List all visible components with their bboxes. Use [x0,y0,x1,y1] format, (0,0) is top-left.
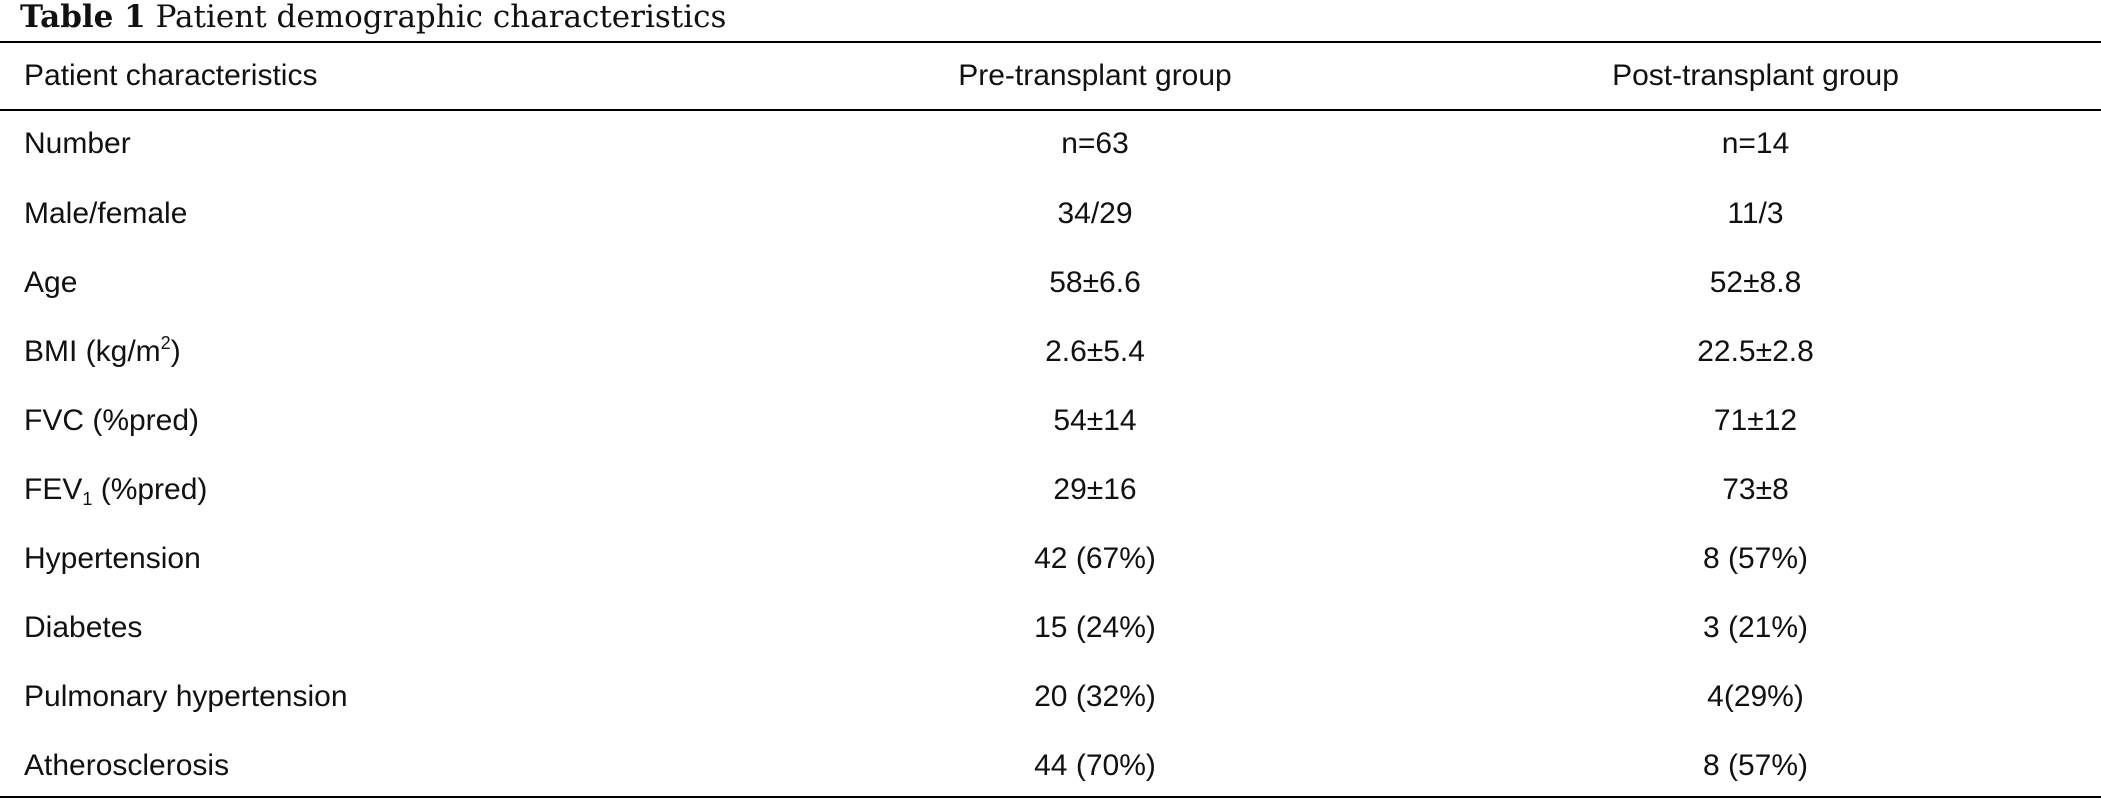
pre-transplant-value: n=63 [1061,127,1129,160]
table-header-row: Patient characteristics Pre-transplant g… [0,43,2101,109]
table-row: Male/female 34/29 11/3 [0,179,2101,248]
table-row: Age 58±6.6 52±8.8 [0,248,2101,317]
table-row: FVC (%pred) 54±14 71±12 [0,386,2101,455]
table-row: Pulmonary hypertension 20 (32%) 4(29%) [0,662,2101,731]
post-transplant-value: 22.5±2.8 [1697,334,1814,368]
row-label: Pulmonary hypertension [24,679,348,713]
row-label: FEV1 (%pred) [0,455,780,524]
post-transplant-value: 8 (57%) [1702,541,1809,575]
row-label: BMI (kg/m2) [0,317,780,386]
post-transplant-value: n=14 [1721,127,1790,160]
pre-transplant-value: 34/29 [1057,196,1133,230]
post-transplant-value: 71±12 [1713,403,1798,437]
row-label-main: FEV [24,472,83,506]
table-row: Number n=63 n=14 [0,109,2101,179]
table-caption-label: Table 1 [20,0,146,35]
row-label: FVC (%pred) [24,403,200,437]
pre-transplant-value: 20 (32%) [1034,679,1156,713]
row-label-subscript: 1 [82,488,93,509]
row-label-tail: ) [170,334,181,368]
pre-transplant-value: 42 (67%) [1034,541,1156,575]
table-header-rule [0,109,2101,111]
table-top-rule [0,41,2101,43]
pre-transplant-value: 15 (24%) [1034,610,1156,644]
table-caption: Table 1 Patient demographic characterist… [20,0,726,34]
row-label: Atherosclerosis [24,748,230,782]
pre-transplant-value: 2.6±5.4 [1045,334,1145,368]
pre-transplant-value: 29±16 [1053,472,1137,506]
table-caption-title: Patient demographic characteristics [155,0,727,35]
table-row: Atherosclerosis 44 (70%) 8 (57%) [0,731,2101,800]
table-bottom-rule [0,796,2101,798]
pre-transplant-value: 54±14 [1053,403,1137,437]
post-transplant-value: 3 (21%) [1702,610,1809,644]
header-pre-transplant: Pre-transplant group [958,59,1232,92]
row-label-tail: (%pred) [92,472,208,506]
post-transplant-value: 73±8 [1722,472,1789,506]
table-row: FEV1 (%pred) 29±16 73±8 [0,455,2101,524]
row-label-main: BMI (kg/m [24,334,161,368]
pre-transplant-value: 44 (70%) [1034,748,1156,782]
post-transplant-value: 11/3 [1727,196,1784,230]
header-characteristics: Patient characteristics [24,59,318,92]
post-transplant-value: 8 (57%) [1702,748,1809,782]
row-label: Age [24,265,78,299]
row-label: Number [24,127,131,160]
table-row: BMI (kg/m2) 2.6±5.4 22.5±2.8 [0,317,2101,386]
post-transplant-value: 4(29%) [1707,679,1804,713]
row-label-superscript: 2 [160,332,171,353]
demographics-table: Patient characteristics Pre-transplant g… [0,43,2101,800]
table-row: Diabetes 15 (24%) 3 (21%) [0,593,2101,662]
header-post-transplant: Post-transplant group [1612,59,1899,92]
row-label: Male/female [24,196,188,230]
table-row: Hypertension 42 (67%) 8 (57%) [0,524,2101,593]
row-label: Hypertension [24,541,201,575]
pre-transplant-value: 58±6.6 [1049,265,1141,299]
post-transplant-value: 52±8.8 [1709,265,1802,299]
row-label: Diabetes [24,610,143,644]
